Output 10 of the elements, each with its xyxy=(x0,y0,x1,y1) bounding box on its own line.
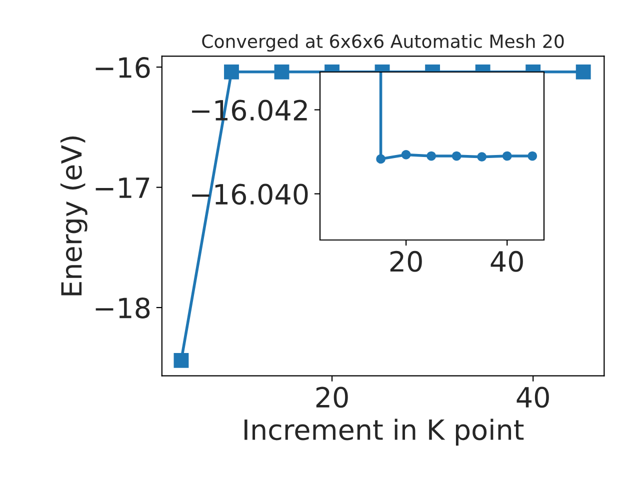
y-axis-title: Energy (eV) xyxy=(60,136,88,296)
x-axis-title: Increment in K point xyxy=(244,418,524,446)
chart-title: Converged at 6x6x6 Automatic Mesh 20 xyxy=(202,34,564,52)
x-tick-label: 20 xyxy=(390,250,422,272)
x-tick-label: 40 xyxy=(516,386,549,408)
x-tick-label: 40 xyxy=(490,250,523,272)
y-tick-label: −18 xyxy=(96,297,150,318)
x-tick-label: 20 xyxy=(316,386,348,408)
y-tick-label: −17 xyxy=(96,178,150,198)
y-tick-label: −16 xyxy=(96,57,150,78)
